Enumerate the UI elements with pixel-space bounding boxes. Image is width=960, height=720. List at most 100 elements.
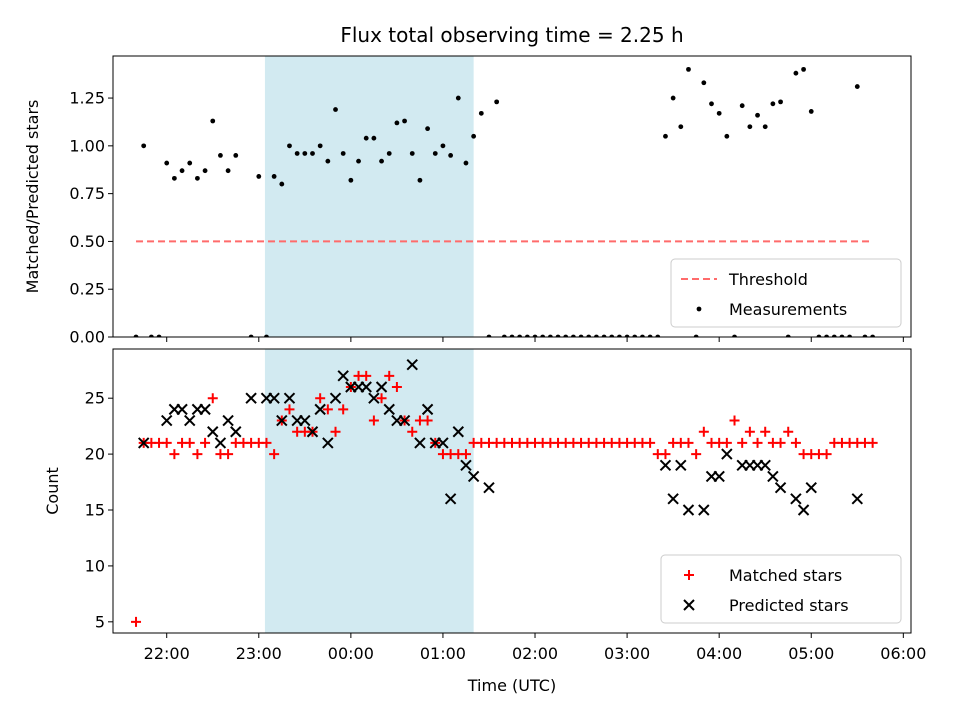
measurement-point bbox=[256, 174, 262, 179]
predicted-star-point bbox=[483, 481, 495, 494]
measurement-point bbox=[171, 175, 177, 181]
measurement-point bbox=[747, 124, 753, 130]
measurement-point bbox=[294, 151, 300, 156]
legend-label: Threshold bbox=[728, 270, 808, 289]
predicted-star-point bbox=[398, 414, 411, 427]
measurement-point bbox=[801, 66, 806, 72]
matched-star-point bbox=[867, 437, 878, 448]
measurement-point bbox=[271, 174, 277, 179]
matched-star-point bbox=[330, 426, 341, 437]
predicted-star-point bbox=[460, 459, 472, 471]
matched-star-point bbox=[760, 426, 771, 437]
measurement-point bbox=[463, 160, 469, 166]
measurement-point bbox=[333, 107, 338, 112]
predicted-star-point bbox=[383, 403, 395, 416]
y-tick-label: 15 bbox=[85, 501, 105, 520]
y-tick-label: 10 bbox=[85, 556, 105, 575]
measurement-point bbox=[785, 334, 791, 337]
predicted-star-point bbox=[299, 414, 311, 427]
axes-frame bbox=[112, 55, 912, 338]
measurement-point bbox=[302, 151, 308, 156]
measurement-point bbox=[808, 109, 814, 114]
measurement-point bbox=[586, 334, 592, 337]
panel-count: 5 10 15 20 25 22:00 23:00 00:00 01:00 02:00 03:00 0… bbox=[43, 348, 926, 663]
matched-star-point bbox=[223, 449, 234, 460]
matched-star-point bbox=[683, 437, 694, 448]
predicted-star-point bbox=[184, 414, 196, 427]
measurement-point bbox=[640, 334, 645, 337]
measurement-point bbox=[310, 151, 315, 156]
measurement-point bbox=[371, 135, 377, 141]
predicted-star-point bbox=[222, 414, 234, 427]
y-tick-label: 5 bbox=[95, 612, 105, 631]
shaded-observing-span bbox=[264, 56, 474, 337]
predicted-star-point bbox=[276, 414, 288, 427]
predicted-star-point bbox=[176, 403, 188, 416]
x-tick-label: 22:00 bbox=[144, 644, 190, 663]
matched-star-point bbox=[322, 404, 333, 415]
matched-star-point bbox=[161, 437, 172, 448]
matched-star-point bbox=[200, 437, 211, 448]
matched-star-point bbox=[207, 393, 218, 404]
measurement-point bbox=[816, 334, 822, 337]
measurement-point bbox=[701, 80, 707, 86]
x-tick-label: 01:00 bbox=[420, 644, 466, 663]
axes-frame bbox=[112, 348, 912, 634]
measurement-point bbox=[386, 151, 392, 156]
panel-ratio: 0.00 0.25 0.50 0.75 1.00 1.25 Matched/Predicte… bbox=[23, 55, 912, 347]
predicted-star-point bbox=[245, 392, 257, 404]
x-tick-label: 02:00 bbox=[512, 644, 558, 663]
measurement-point bbox=[440, 143, 446, 149]
measurement-point bbox=[363, 135, 369, 141]
measurement-point bbox=[233, 153, 239, 158]
matched-star-point bbox=[422, 415, 433, 426]
shaded-observing-span bbox=[264, 349, 474, 633]
measurement-point bbox=[264, 334, 269, 337]
predicted-star-point bbox=[207, 426, 219, 438]
legend: Threshold Measurements bbox=[670, 258, 902, 328]
measurement-point bbox=[831, 334, 837, 337]
matched-star-point bbox=[821, 449, 832, 460]
measurement-point bbox=[494, 99, 500, 105]
matched-star-point bbox=[752, 437, 763, 448]
legend-label: Predicted stars bbox=[729, 596, 849, 615]
measurement-point bbox=[509, 334, 515, 337]
predicted-star-point bbox=[406, 358, 418, 371]
matched-star-point bbox=[721, 437, 732, 448]
measurement-point bbox=[724, 133, 730, 139]
measurement-point bbox=[647, 334, 653, 337]
matched-star-point bbox=[184, 437, 195, 448]
y-tick-label: 25 bbox=[85, 389, 105, 408]
measurement-point bbox=[501, 334, 507, 337]
measurement-point bbox=[524, 334, 530, 337]
matched-star-point bbox=[460, 449, 471, 460]
predicted-star-point bbox=[682, 504, 695, 516]
measurement-point bbox=[279, 181, 285, 187]
matched-star-point bbox=[737, 437, 748, 448]
x-tick-label: 03:00 bbox=[604, 644, 650, 663]
y-tick-label: 0.00 bbox=[69, 328, 105, 347]
measurement-point bbox=[356, 158, 361, 164]
matched-star-point bbox=[284, 404, 295, 415]
measurement-point bbox=[632, 334, 638, 337]
predicted-star-point bbox=[774, 481, 787, 494]
x-tick-label: 06:00 bbox=[880, 644, 926, 663]
measurement-point bbox=[164, 160, 170, 166]
matched-star-point bbox=[376, 393, 387, 404]
predicted-star-point bbox=[721, 448, 733, 460]
predicted-star-point bbox=[337, 370, 349, 382]
measurement-point bbox=[563, 334, 569, 337]
legend-label: Matched stars bbox=[729, 566, 842, 585]
predicted-star-point bbox=[790, 493, 802, 505]
predicted-star-point bbox=[713, 470, 725, 483]
predicted-star-point bbox=[659, 459, 672, 471]
measurement-point bbox=[409, 151, 415, 156]
x-axis-label: Time (UTC) bbox=[467, 676, 556, 695]
measurement-point bbox=[248, 334, 254, 337]
measurement-point bbox=[317, 143, 323, 149]
predicted-star-point bbox=[268, 392, 280, 404]
predicted-star-point bbox=[467, 470, 480, 483]
x-tick-label: 04:00 bbox=[696, 644, 742, 663]
measurement-point bbox=[609, 334, 615, 337]
measurement-point bbox=[225, 168, 231, 174]
